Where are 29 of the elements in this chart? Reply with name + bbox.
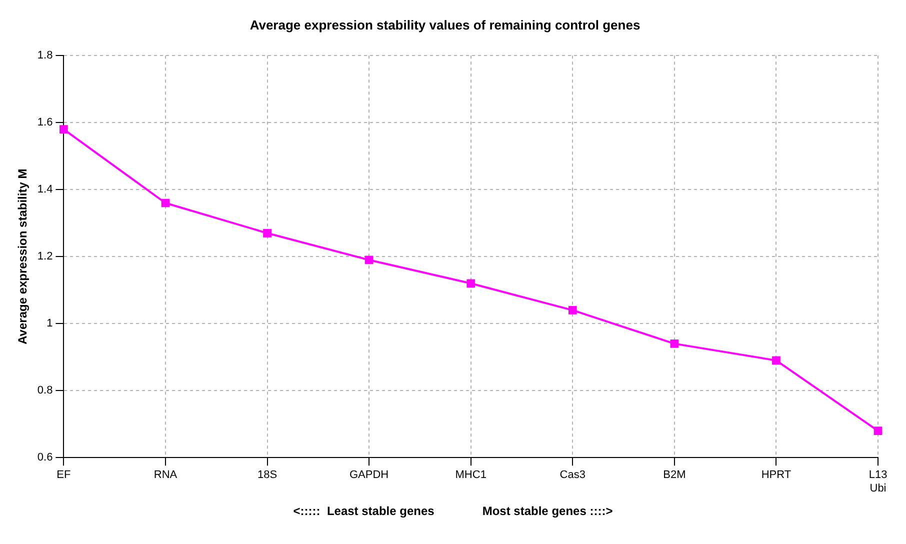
point	[466, 279, 476, 288]
point	[772, 356, 780, 365]
y-tick-label: 0.6	[37, 452, 53, 464]
x-tick-label: MHC1	[455, 469, 486, 482]
y-tick-label: 1.2	[37, 250, 53, 263]
x-tick-label: 18S	[257, 469, 278, 482]
point	[568, 306, 577, 314]
y-tick-label: 0.8	[37, 384, 53, 397]
x-tick-label: L13 Ubi	[868, 469, 888, 494]
y-tick-label: 1.8	[37, 50, 53, 62]
point	[364, 256, 374, 264]
x-tick-label: B2M	[663, 469, 686, 482]
x-tick-label: RNA	[154, 469, 178, 482]
point	[161, 198, 170, 208]
y-tick-label: 1	[46, 318, 53, 330]
x-tick-label: GAPDH	[349, 469, 389, 482]
chart-title: Average expression stability values of remaining control genes	[250, 17, 640, 32]
y-tick-label: 1.6	[37, 116, 53, 129]
point	[874, 426, 882, 435]
point	[60, 125, 68, 134]
x-tick-label: HPRT	[761, 469, 792, 482]
y-tick-label: 1.4	[37, 184, 53, 196]
point	[263, 228, 272, 238]
text: <::::: Least stable genes	[293, 504, 434, 518]
x-tick-label: Cas3	[560, 469, 586, 482]
y-axis-title: Average expression stability M	[16, 168, 30, 344]
x-tick-label: EF	[56, 469, 71, 482]
point	[670, 340, 679, 348]
text: Most stable genes ::::>	[482, 504, 613, 518]
